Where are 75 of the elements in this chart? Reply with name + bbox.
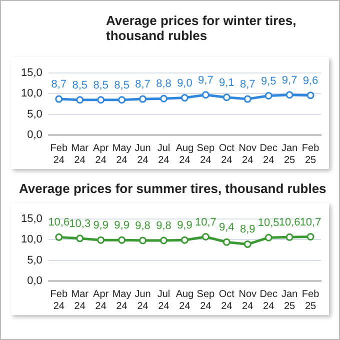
x-tick-label: Apr 24 <box>93 142 110 166</box>
point <box>306 233 314 241</box>
x-tick-label: Jul 24 <box>157 288 170 312</box>
data-label: 10,7 <box>300 216 322 228</box>
data-label: 8,5 <box>72 79 88 92</box>
data-label: 8,5 <box>114 79 130 92</box>
x-tick-label: Jan 25 <box>281 142 298 166</box>
point <box>55 233 63 241</box>
data-label: 8,7 <box>240 78 256 91</box>
x-tick-label: Mar 24 <box>71 142 90 166</box>
point <box>139 236 147 244</box>
x-tick-label: Dec 24 <box>260 288 278 312</box>
point <box>264 234 272 242</box>
data-label: 9,5 <box>260 75 276 88</box>
data-label: 9,7 <box>198 74 214 86</box>
x-tick-label: Feb 25 <box>302 288 320 312</box>
data-label: 9,9 <box>177 220 192 232</box>
point <box>180 236 188 244</box>
data-label: 9,9 <box>93 220 108 232</box>
data-label: 10,5 <box>258 217 280 230</box>
x-tick-label: Nov 24 <box>238 142 257 166</box>
chart-title: Average prices for winter tires, thousand rubles <box>106 13 298 43</box>
x-tick-label: Jun 24 <box>134 142 151 166</box>
data-label: 8,7 <box>51 78 67 91</box>
x-tick-label: Oct 24 <box>218 288 235 312</box>
data-label: 9,4 <box>218 222 234 234</box>
data-label: 9,8 <box>156 220 172 232</box>
y-tick-label: 0,0 <box>27 275 42 288</box>
point <box>286 233 294 241</box>
y-tick-label: 5,0 <box>27 254 42 266</box>
x-tick-label: Oct 24 <box>218 142 235 166</box>
x-tick-label: Mar 24 <box>71 288 90 312</box>
x-tick-label: Sep 24 <box>196 288 216 312</box>
point <box>118 236 126 244</box>
y-tick-label: 5,0 <box>27 108 42 120</box>
data-label: 9,8 <box>135 220 150 232</box>
y-tick-label: 15,0 <box>20 67 42 80</box>
point <box>202 233 210 241</box>
data-label: 10,6 <box>278 216 300 229</box>
x-tick-label: Feb 24 <box>50 288 68 312</box>
x-tick-label: Dec 24 <box>260 142 278 166</box>
x-tick-label: Feb 25 <box>302 142 320 166</box>
data-label: 8,9 <box>240 224 256 236</box>
data-label: 9,6 <box>302 74 318 87</box>
data-label: 8,7 <box>135 78 150 91</box>
data-label: 10,7 <box>194 216 216 228</box>
x-tick-label: Aug 24 <box>176 288 194 312</box>
data-label: 8,5 <box>93 79 108 92</box>
x-tick-label: Aug 24 <box>176 142 194 166</box>
x-tick-label: Sep 24 <box>196 142 216 166</box>
chart-title: Average prices for summer tires, thousand rubles <box>19 181 328 196</box>
point <box>244 240 252 248</box>
data-label: 8,8 <box>156 78 172 90</box>
point <box>97 236 105 244</box>
x-tick-label: Jan 25 <box>281 288 298 312</box>
data-label: 9,9 <box>114 220 130 232</box>
x-tick-label: Jun 24 <box>134 288 151 312</box>
point <box>222 238 230 246</box>
point <box>76 234 84 242</box>
data-label: 9,1 <box>218 76 234 89</box>
x-tick-label: Apr 24 <box>93 288 110 312</box>
x-tick-label: Nov 24 <box>238 288 257 312</box>
data-label: 10,6 <box>48 216 70 229</box>
point <box>160 236 168 244</box>
x-tick-label: Feb 24 <box>50 142 68 166</box>
y-tick-label: 10,0 <box>20 88 42 100</box>
data-label: 9,7 <box>282 74 298 86</box>
y-tick-label: 0,0 <box>27 129 42 142</box>
y-tick-label: 15,0 <box>20 213 42 226</box>
x-tick-label: May 24 <box>112 288 132 312</box>
data-label: 10,3 <box>69 218 91 230</box>
data-label: 9,0 <box>177 77 192 90</box>
y-tick-label: 10,0 <box>20 234 42 246</box>
x-tick-label: Jul 24 <box>157 142 170 166</box>
x-tick-label: May 24 <box>112 142 132 166</box>
